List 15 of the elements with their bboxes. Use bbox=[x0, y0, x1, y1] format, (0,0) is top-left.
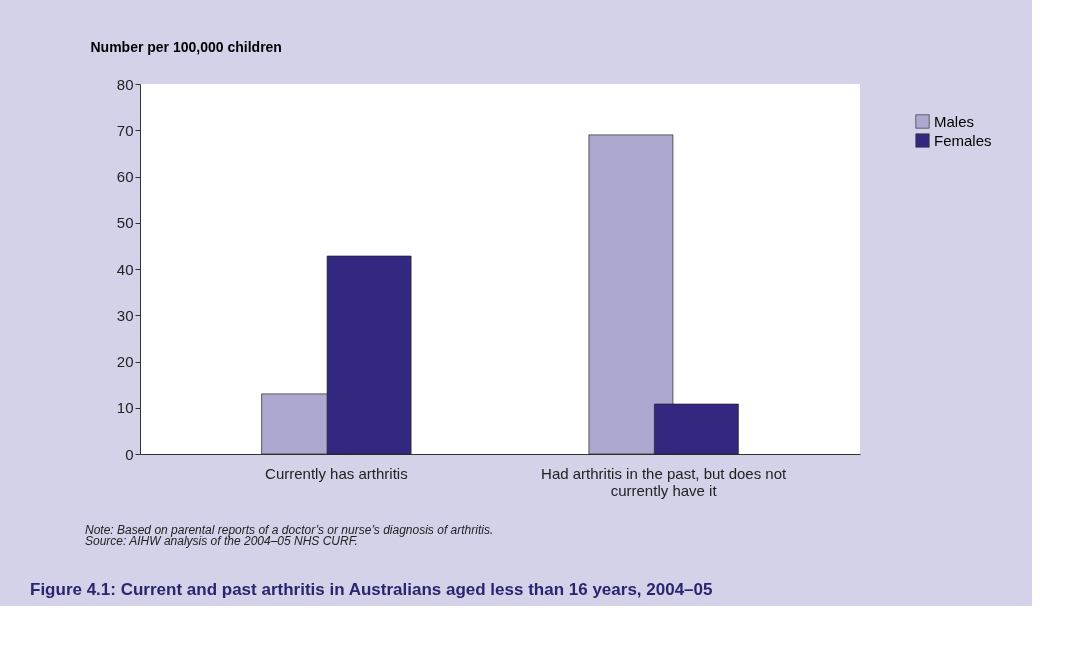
y-tick-label: 50 bbox=[116, 214, 134, 232]
y-tick-label: 20 bbox=[116, 353, 134, 370]
legend-label: Females bbox=[934, 131, 992, 149]
y-tick-label: 30 bbox=[116, 306, 134, 324]
legend-label: Males bbox=[934, 112, 975, 130]
y-tick-label: 10 bbox=[116, 399, 134, 417]
text: Figure 4.1: Current and past arthritis in Australians aged less than 16 years, 2004–05 bbox=[30, 579, 713, 599]
y-tick-label: 40 bbox=[116, 260, 134, 278]
y-tick-label: 0 bbox=[125, 445, 134, 463]
x-tick-label: Currently has arthritis bbox=[265, 464, 408, 482]
y-tick-label: 80 bbox=[116, 75, 134, 93]
y-axis-title: Number per 100,000 children bbox=[90, 38, 282, 55]
y-tick-label: 60 bbox=[116, 168, 134, 185]
x-tick-label: Had arthritis in the past, but does not currently have it bbox=[541, 464, 788, 499]
y-tick-label: 70 bbox=[116, 121, 134, 139]
